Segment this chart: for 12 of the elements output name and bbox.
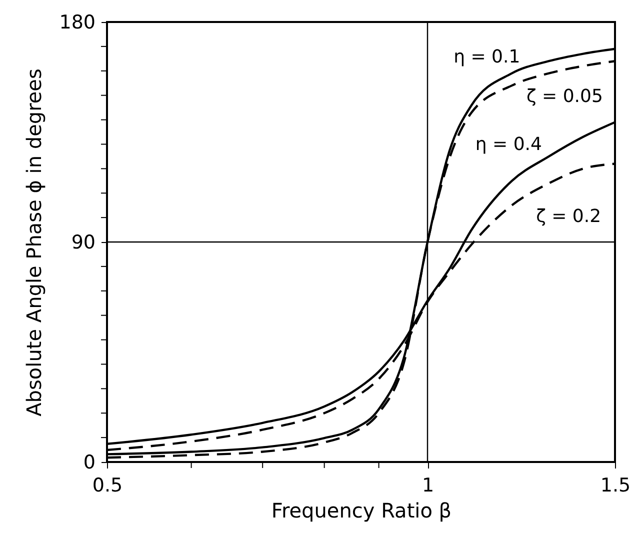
annotation: η = 0.4 [475, 134, 542, 155]
y-tick-label: 90 [71, 232, 96, 254]
y-tick-label: 0 [83, 452, 96, 474]
y-tick-label: 180 [59, 12, 96, 34]
annotation: η = 0.1 [454, 46, 520, 68]
x-tick-label: 0.5 [92, 474, 123, 496]
x-axis-title: Frequency Ratio β [271, 498, 452, 522]
annotation: ζ = 0.2 [536, 206, 602, 227]
annotation: ζ = 0.05 [526, 86, 603, 107]
y-axis-title: Absolute Angle Phase ϕ in degrees [22, 68, 46, 416]
x-tick-label: 1 [422, 474, 434, 496]
x-tick-label: 1.5 [600, 474, 631, 496]
